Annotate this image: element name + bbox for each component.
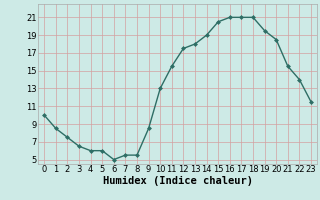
X-axis label: Humidex (Indice chaleur): Humidex (Indice chaleur)	[103, 176, 252, 186]
